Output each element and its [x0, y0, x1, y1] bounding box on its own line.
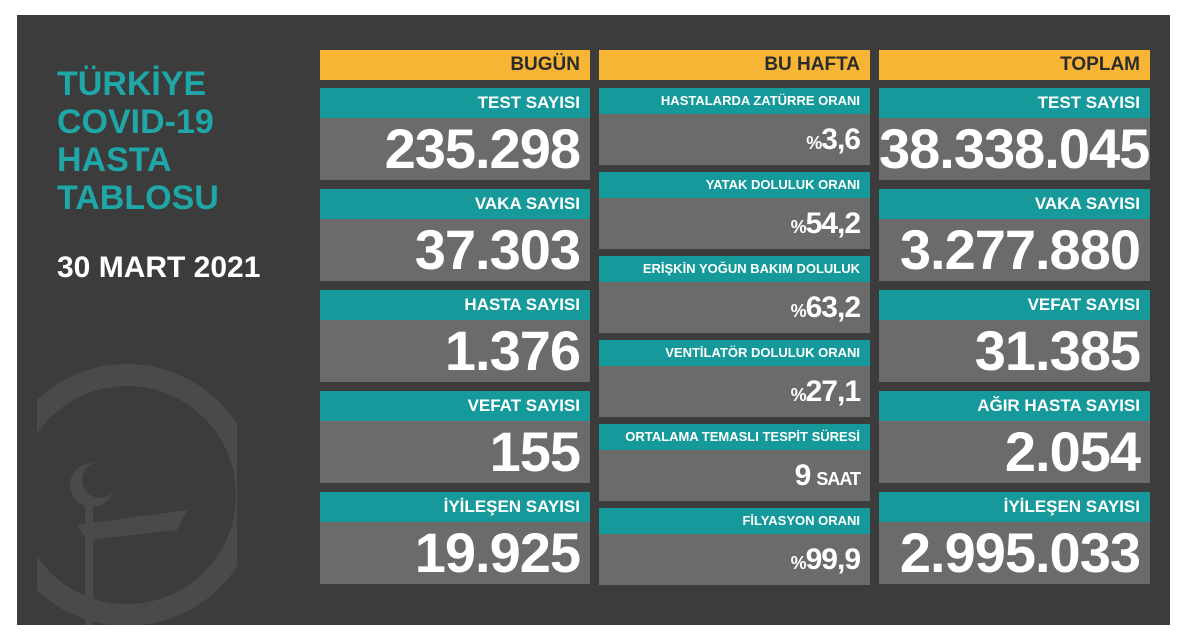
card-label: TEST SAYISI [320, 88, 590, 118]
title-line: HASTA [57, 141, 172, 179]
value: 54,2 [805, 207, 861, 240]
emblem [37, 364, 237, 625]
date: 30 MART 2021 [57, 251, 261, 284]
value-prefix: % [790, 385, 807, 405]
title-line: TÜRKİYE [57, 65, 207, 103]
value: 19.925 [414, 521, 581, 584]
card-value: %54,2 [599, 198, 870, 249]
title: TÜRKİYE COVID-19 HASTA TABLOSU [57, 65, 219, 217]
card-label: VENTİLATÖR DOLULUK ORANI [599, 340, 870, 366]
card-value: 235.298 [320, 118, 590, 180]
card-label: VEFAT SAYISI [320, 391, 590, 421]
card-value: 37.303 [320, 219, 590, 281]
value-prefix: % [806, 133, 822, 153]
value: 99,9 [805, 543, 861, 576]
column-heading: BUGÜN [320, 50, 590, 80]
value: 235.298 [384, 117, 581, 180]
card-value: %3,6 [599, 114, 870, 165]
card-label: HASTA SAYISI [320, 290, 590, 320]
dashboard-panel: TÜRKİYE COVID-19 HASTA TABLOSU 30 MART 2021 B… [17, 15, 1170, 625]
value: 37.303 [414, 218, 581, 281]
card-value: 2.995.033 [879, 522, 1150, 584]
card-value: 155 [320, 421, 590, 483]
card-value: 19.925 [320, 522, 590, 584]
value-prefix: % [790, 217, 807, 237]
column-heading: BU HAFTA [599, 50, 870, 80]
card-label: İYİLEŞEN SAYISI [879, 492, 1150, 522]
value: 2.995.033 [899, 521, 1141, 584]
value: 2.054 [1004, 420, 1141, 483]
card-label: İYİLEŞEN SAYISI [320, 492, 590, 522]
value: 155 [489, 420, 581, 483]
value: 31.385 [974, 319, 1141, 382]
value: 3,6 [821, 123, 861, 156]
title-line: TABLOSU [57, 179, 219, 217]
value: 38.338.045 [879, 117, 1150, 180]
title-line: COVID-19 [57, 103, 214, 141]
card-value: 1.376 [320, 320, 590, 382]
card-value: 38.338.045 [879, 118, 1150, 180]
card-label: ORTALAMA TEMASLI TESPİT SÜRESİ [599, 424, 870, 450]
card-value: 31.385 [879, 320, 1150, 382]
card-label: VAKA SAYISI [320, 189, 590, 219]
value: 27,1 [805, 375, 861, 408]
value: 63,2 [805, 291, 861, 324]
card-label: HASTALARDA ZATÜRRE ORANI [599, 88, 870, 114]
card-label: AĞIR HASTA SAYISI [879, 391, 1150, 421]
card-label: VAKA SAYISI [879, 189, 1150, 219]
card-value: 3.277.880 [879, 219, 1150, 281]
value: 3.277.880 [899, 218, 1141, 281]
card-value: %99,9 [599, 534, 870, 585]
column-heading: TOPLAM [879, 50, 1150, 80]
card-value: %63,2 [599, 282, 870, 333]
card-value: 2.054 [879, 421, 1150, 483]
card-label: FİLYASYON ORANI [599, 508, 870, 534]
value-prefix: % [790, 301, 807, 321]
card-label: TEST SAYISI [879, 88, 1150, 118]
value-prefix: % [790, 553, 807, 573]
card-value: 9 SAAT [599, 450, 870, 501]
card-label: VEFAT SAYISI [879, 290, 1150, 320]
value: 9 [794, 459, 812, 492]
card-label: ERİŞKİN YOĞUN BAKIM DOLULUK ORANI [599, 256, 870, 302]
card-label: YATAK DOLULUK ORANI [599, 172, 870, 198]
card-value: %27,1 [599, 366, 870, 417]
value: 1.376 [444, 319, 581, 382]
value-suffix: SAAT [816, 469, 861, 489]
